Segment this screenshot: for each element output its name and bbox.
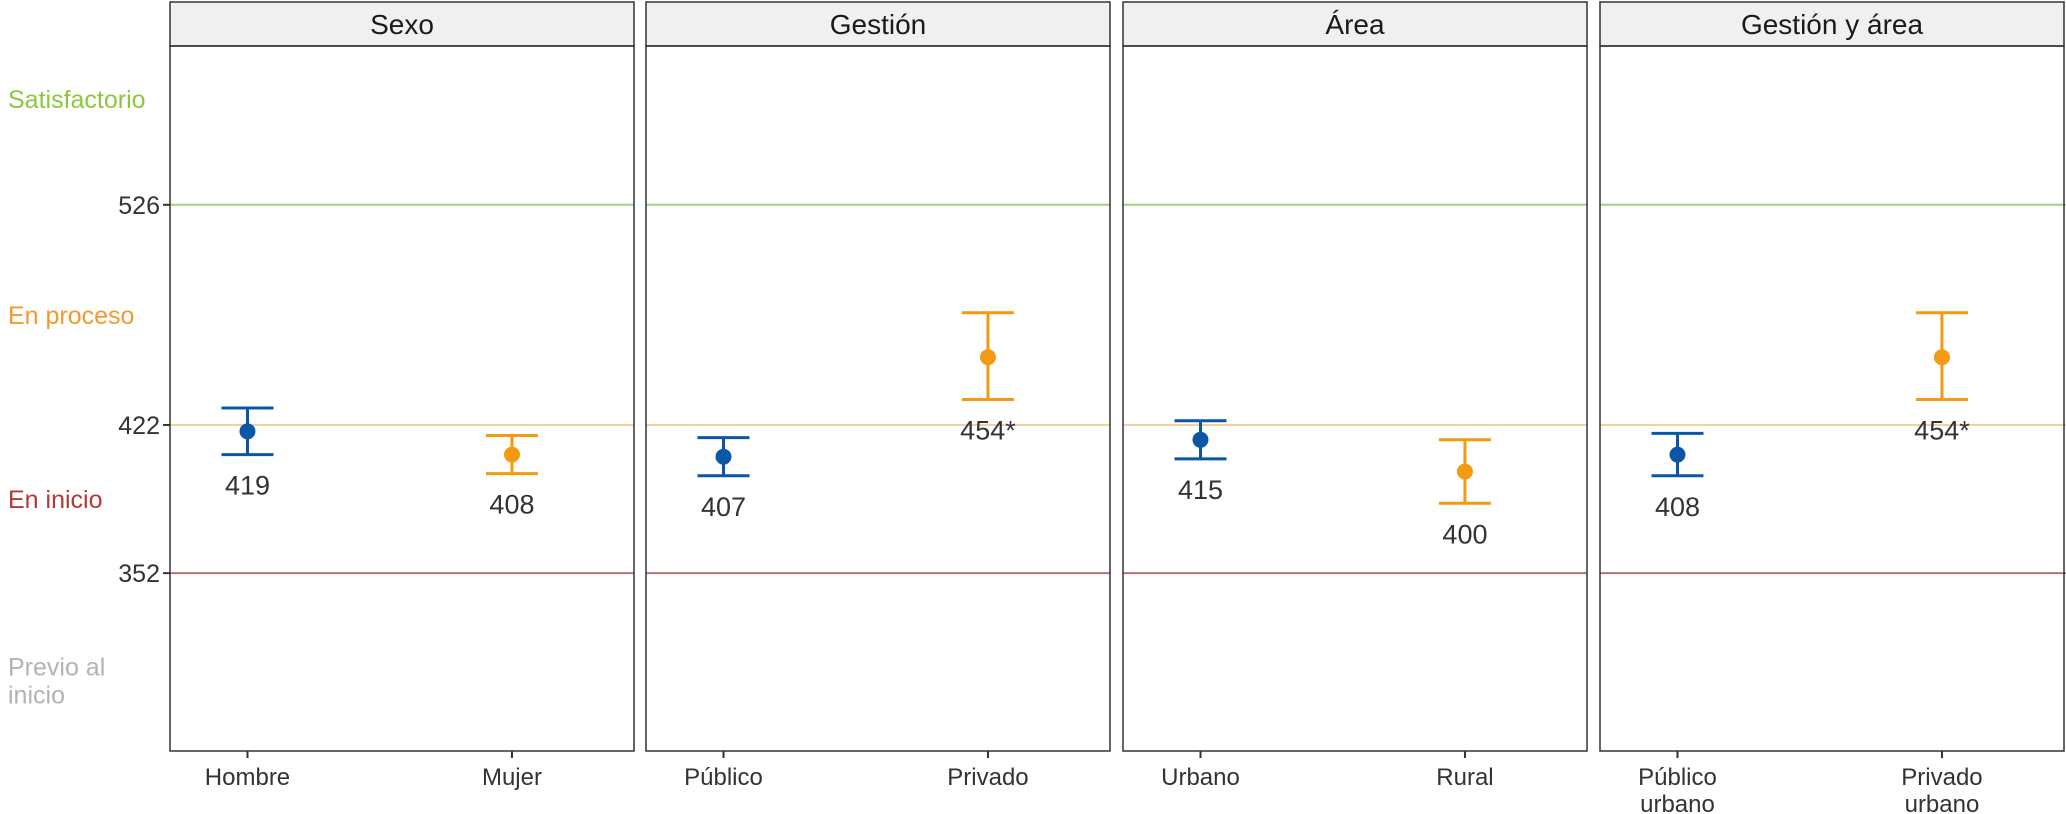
value-label: 415 xyxy=(1178,475,1223,505)
performance-level-label: inicio xyxy=(8,681,65,709)
x-category-label: Mujer xyxy=(482,764,542,791)
value-label: 454* xyxy=(960,416,1016,446)
performance-level-label: Previo al xyxy=(8,653,105,681)
x-category-label: urbano xyxy=(1905,791,1980,814)
value-label: 407 xyxy=(701,492,746,522)
x-category-label: Privado xyxy=(947,764,1028,791)
mean-point xyxy=(1669,446,1686,463)
value-label: 400 xyxy=(1442,519,1487,549)
mean-point xyxy=(979,349,996,366)
y-tick-label: 422 xyxy=(118,412,160,440)
x-category-label: urbano xyxy=(1640,791,1715,814)
value-label: 454* xyxy=(1914,416,1970,446)
x-category-label: Rural xyxy=(1436,764,1493,791)
panel-title: Gestión xyxy=(830,9,927,40)
panel-title: Área xyxy=(1325,9,1385,40)
panel-frame xyxy=(645,45,1111,752)
value-label: 408 xyxy=(1655,492,1700,522)
x-category-label: Público xyxy=(684,764,763,791)
mean-point xyxy=(503,446,520,463)
panel-frame xyxy=(1122,45,1588,752)
performance-level-label: Satisfactorio xyxy=(8,86,146,114)
panel-title: Gestión y área xyxy=(1741,9,1924,40)
panel-header xyxy=(169,1,635,47)
panel-header xyxy=(1599,1,2065,47)
mean-point xyxy=(239,423,256,440)
x-category-label: Urbano xyxy=(1161,764,1240,791)
mean-point xyxy=(715,448,732,465)
value-label: 408 xyxy=(489,490,534,520)
value-label: 419 xyxy=(225,471,270,501)
x-category-label: Privado xyxy=(1901,764,1982,791)
x-category-label: Hombre xyxy=(205,764,290,791)
mean-point xyxy=(1933,349,1950,366)
x-category-label: Público xyxy=(1638,764,1717,791)
panel-frame xyxy=(1599,45,2065,752)
panel-frame xyxy=(169,45,635,752)
panel-header xyxy=(645,1,1111,47)
performance-level-label: En proceso xyxy=(8,302,134,330)
panel-title: Sexo xyxy=(370,9,434,40)
y-tick-label: 352 xyxy=(118,560,160,588)
mean-point xyxy=(1456,463,1473,480)
mean-point xyxy=(1192,431,1209,448)
performance-level-label: En inicio xyxy=(8,486,103,514)
y-tick-label: 526 xyxy=(118,192,160,220)
